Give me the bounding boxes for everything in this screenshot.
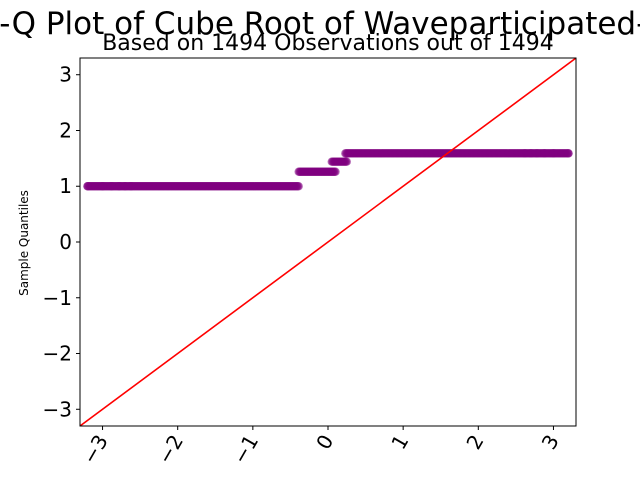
data-point bbox=[126, 182, 136, 191]
data-point bbox=[331, 167, 340, 176]
y-axis-label: Sample Quantiles bbox=[17, 190, 31, 296]
y-tick-label: 0 bbox=[59, 230, 72, 254]
data-point bbox=[107, 182, 116, 191]
data-point bbox=[532, 149, 542, 158]
data-point bbox=[540, 149, 549, 158]
chart-subtitle: Based on 1494 Observations out of 1494 bbox=[102, 31, 554, 56]
y-tick-label: −1 bbox=[43, 286, 72, 310]
y-tick-label: 2 bbox=[59, 118, 72, 142]
x-tick-label: −1 bbox=[228, 431, 264, 469]
data-point bbox=[83, 182, 92, 191]
data-point bbox=[114, 182, 124, 191]
x-tick-label: 2 bbox=[461, 431, 488, 454]
data-point bbox=[342, 157, 351, 166]
plot-marks bbox=[80, 58, 576, 426]
x-tick-label: −3 bbox=[77, 431, 113, 469]
data-point bbox=[520, 149, 530, 158]
data-point bbox=[526, 149, 536, 158]
x-tick-label: 0 bbox=[311, 431, 338, 454]
data-point bbox=[549, 149, 558, 158]
y-tick-label: −3 bbox=[43, 397, 72, 421]
y-tick-label: 3 bbox=[59, 63, 72, 87]
y-tick-label: 1 bbox=[59, 174, 72, 198]
plot-area: −3 −2 −1 0 1 2 3 −3 −2 −1 0 1 2 3 bbox=[43, 57, 577, 469]
x-tick-label: 3 bbox=[537, 431, 564, 454]
data-point bbox=[98, 182, 107, 191]
x-tick-label: −2 bbox=[153, 431, 189, 469]
y-tick-label: −2 bbox=[43, 342, 72, 366]
data-point bbox=[564, 149, 573, 158]
data-point bbox=[120, 182, 130, 191]
reference-line bbox=[80, 58, 576, 426]
x-tick-label: 1 bbox=[386, 431, 413, 454]
data-point bbox=[294, 182, 303, 191]
chart-title: Q-Q Plot of Cube Root of Waveparticipate… bbox=[0, 6, 640, 42]
